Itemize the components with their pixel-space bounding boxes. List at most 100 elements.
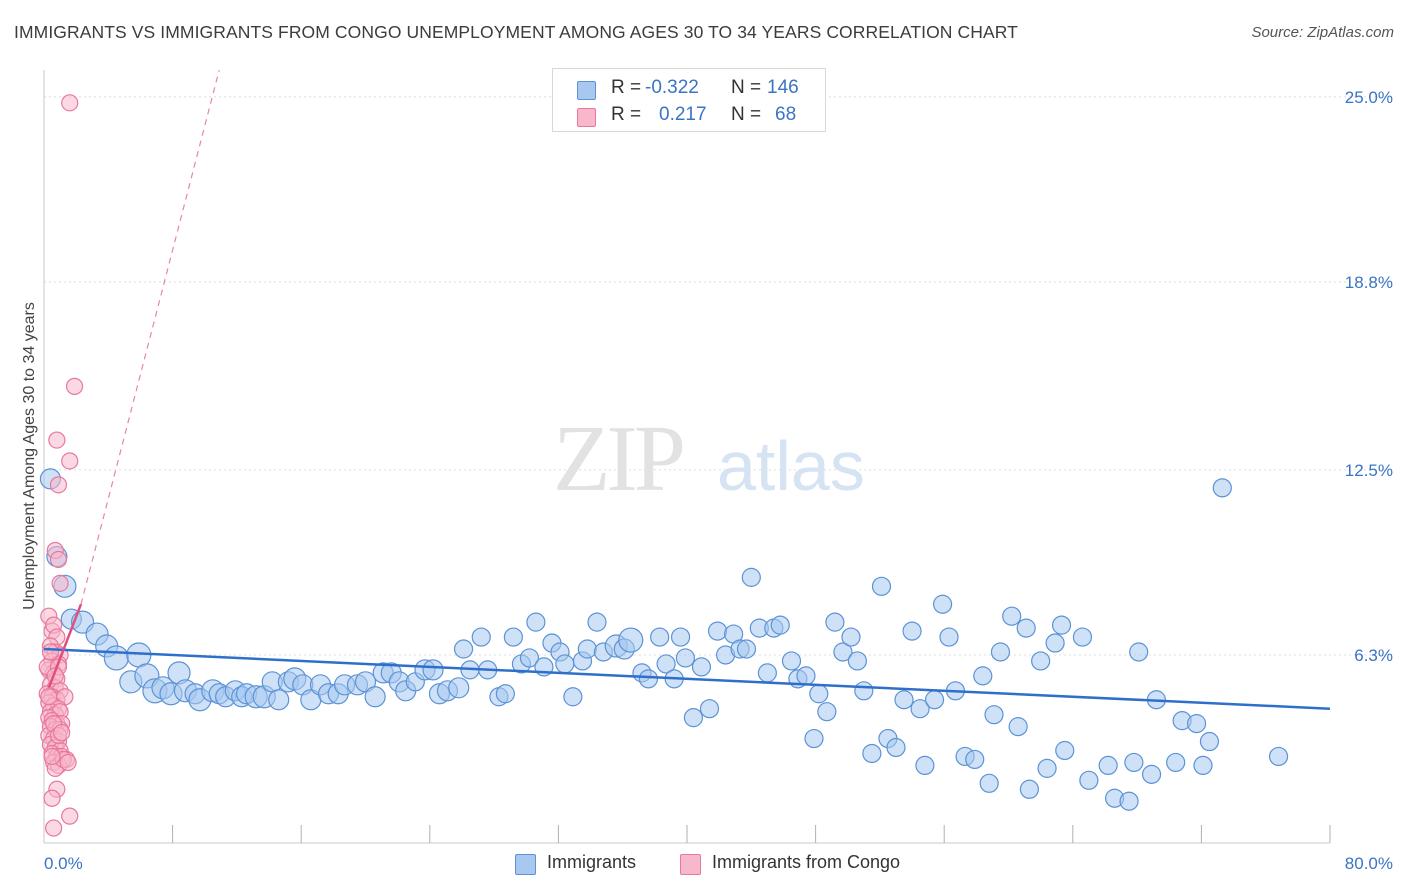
immigrants-point-106 xyxy=(894,690,914,710)
immigrants-point-117 xyxy=(979,773,999,793)
immigrants-point-77 xyxy=(675,648,695,668)
immigrants-point-103 xyxy=(871,576,892,596)
immigrants-point-112 xyxy=(939,627,959,647)
immigrants-point-88 xyxy=(757,663,777,683)
immigrants-point-144 xyxy=(1268,746,1289,767)
immigrants-point-136 xyxy=(1141,764,1162,784)
immigrants-point-129 xyxy=(1072,627,1093,647)
y-tick-label-3: 25.0% xyxy=(1345,88,1393,107)
immigrants-point-108 xyxy=(910,699,930,719)
immigrants-point-37 xyxy=(354,671,377,693)
immigrants-point-72 xyxy=(638,669,659,689)
congo-point-66 xyxy=(53,723,71,742)
immigrants-point-93 xyxy=(796,666,816,686)
immigrants-point-48 xyxy=(448,677,470,699)
r-label: R = xyxy=(611,77,642,98)
immigrants-point-65 xyxy=(577,639,597,659)
immigrants-point-63 xyxy=(563,687,583,707)
congo-point-56 xyxy=(43,789,61,807)
r-label: R = xyxy=(611,104,642,125)
congo-point-3 xyxy=(61,452,79,470)
congo-point-2 xyxy=(48,431,66,449)
immigrants-point-95 xyxy=(809,684,829,704)
immigrants-point-111 xyxy=(932,594,953,614)
n-value: 68 xyxy=(775,104,797,125)
immigrants-point-49 xyxy=(453,639,474,659)
congo-legend-swatch xyxy=(680,854,701,875)
x-tick-label-min: 0.0% xyxy=(44,854,83,873)
immigrants-point-90 xyxy=(770,615,790,635)
immigrants-point-45 xyxy=(422,659,444,681)
immigrants-point-115 xyxy=(965,749,985,770)
immigrants-point-121 xyxy=(1008,717,1028,737)
immigrants-points xyxy=(39,468,1289,811)
immigrants-point-141 xyxy=(1193,755,1213,776)
immigrants-point-101 xyxy=(854,681,874,701)
immigrants-point-110 xyxy=(924,690,945,710)
immigrants-swatch xyxy=(577,81,596,100)
immigrants-legend-label: Immigrants xyxy=(547,852,637,872)
immigrants-point-127 xyxy=(1051,615,1072,635)
r-value: 0.217 xyxy=(659,104,707,125)
x-tick-labels: 0.0% 80.0% xyxy=(44,854,1393,873)
immigrants-point-54 xyxy=(495,684,515,704)
immigrants-point-130 xyxy=(1079,770,1099,790)
immigrants-point-91 xyxy=(781,651,802,671)
immigrants-point-66 xyxy=(587,612,607,632)
immigrants-point-96 xyxy=(817,702,837,722)
immigrants-point-55 xyxy=(503,627,523,647)
immigrants-point-102 xyxy=(862,743,882,764)
immigrants-point-100 xyxy=(847,651,867,671)
trend-lines xyxy=(43,69,1331,710)
immigrants-point-122 xyxy=(1016,618,1036,638)
immigrants-point-135 xyxy=(1129,642,1149,662)
watermark-zip: ZIP xyxy=(553,407,683,511)
congo-points xyxy=(38,94,84,837)
immigrants-point-57 xyxy=(519,648,540,668)
immigrants-point-128 xyxy=(1055,740,1075,761)
chart-title: IMMIGRANTS VS IMMIGRANTS FROM CONGO UNEM… xyxy=(14,22,1018,42)
immigrants-point-138 xyxy=(1166,752,1186,773)
immigrants-point-79 xyxy=(691,657,712,677)
immigrants-point-125 xyxy=(1037,758,1057,778)
immigrants-point-81 xyxy=(707,621,728,641)
correlation-legend: R = -0.322 N = 146 R = 0.217 N = 68 xyxy=(552,68,826,132)
congo-point-4 xyxy=(49,476,68,494)
immigrants-point-123 xyxy=(1019,779,1039,799)
n-label: N = xyxy=(731,77,762,98)
immigrants-point-78 xyxy=(683,708,704,728)
immigrants-point-131 xyxy=(1098,755,1118,776)
n-label: N = xyxy=(731,104,762,125)
x-tick-label-max: 80.0% xyxy=(1345,854,1393,873)
watermark-atlas: atlas xyxy=(717,427,865,505)
immigrants-point-134 xyxy=(1124,752,1144,773)
watermark: ZIP atlas xyxy=(553,407,865,511)
immigrants-point-62 xyxy=(555,654,575,674)
n-value: 146 xyxy=(767,77,799,98)
congo-point-7 xyxy=(51,574,69,592)
immigrants-point-70 xyxy=(618,627,644,653)
congo-point-58 xyxy=(45,819,63,837)
y-tick-labels: 6.3% 12.5% 18.8% 25.0% xyxy=(1345,88,1393,665)
immigrants-point-119 xyxy=(990,642,1011,662)
congo-point-67 xyxy=(43,747,61,766)
axes xyxy=(43,70,1331,844)
y-tick-label-1: 12.5% xyxy=(1345,461,1393,480)
immigrants-point-99 xyxy=(841,627,861,647)
immigrants-point-107 xyxy=(902,621,922,641)
immigrants-point-74 xyxy=(656,654,676,674)
immigrants-point-7 xyxy=(103,645,129,671)
immigrants-point-76 xyxy=(670,627,691,647)
immigrants-point-140 xyxy=(1186,714,1207,734)
immigrants-trend-line xyxy=(43,647,1331,710)
immigrants-point-143 xyxy=(1212,478,1232,498)
y-tick-label-0: 6.3% xyxy=(1354,646,1393,665)
congo-trend-line-dashed xyxy=(80,69,220,605)
immigrants-point-124 xyxy=(1031,651,1051,671)
immigrants-point-120 xyxy=(1002,606,1022,626)
immigrants-legend-swatch xyxy=(515,854,536,875)
immigrants-point-116 xyxy=(973,666,993,686)
immigrants-point-105 xyxy=(886,737,906,758)
immigrants-point-126 xyxy=(1045,633,1065,653)
